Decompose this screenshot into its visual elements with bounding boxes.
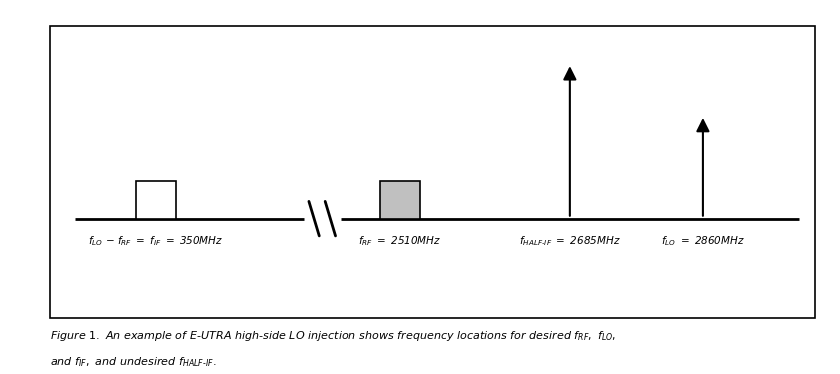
Text: $f_{LO}$ $-$ $f_{RF}$ $=$ $f_{IF}$ $=$ 350MHz: $f_{LO}$ $-$ $f_{RF}$ $=$ $f_{IF}$ $=$ 3…	[88, 234, 223, 248]
Bar	[380, 181, 420, 219]
Text: $f_{RF}$ $=$ 2510MHz: $f_{RF}$ $=$ 2510MHz	[358, 234, 442, 248]
Bar	[135, 181, 176, 219]
Text: $\mathit{Figure\ 1.\ An\ example\ of\ E\text{-}UTRA\ high\text{-}side\ LO\ injec: $\mathit{Figure\ 1.\ An\ example\ of\ E\…	[50, 329, 617, 343]
Text: $f_{HALF\text{-}IF}$ $=$ 2685MHz: $f_{HALF\text{-}IF}$ $=$ 2685MHz	[519, 234, 621, 248]
Text: $\mathit{and\ f}_{IF}\mathit{,\ and\ undesired\ f}_{HALF\text{-}IF}\mathit{.}$: $\mathit{and\ f}_{IF}\mathit{,\ and\ und…	[50, 355, 217, 369]
Text: $f_{LO}$ $=$ 2860MHz: $f_{LO}$ $=$ 2860MHz	[661, 234, 745, 248]
